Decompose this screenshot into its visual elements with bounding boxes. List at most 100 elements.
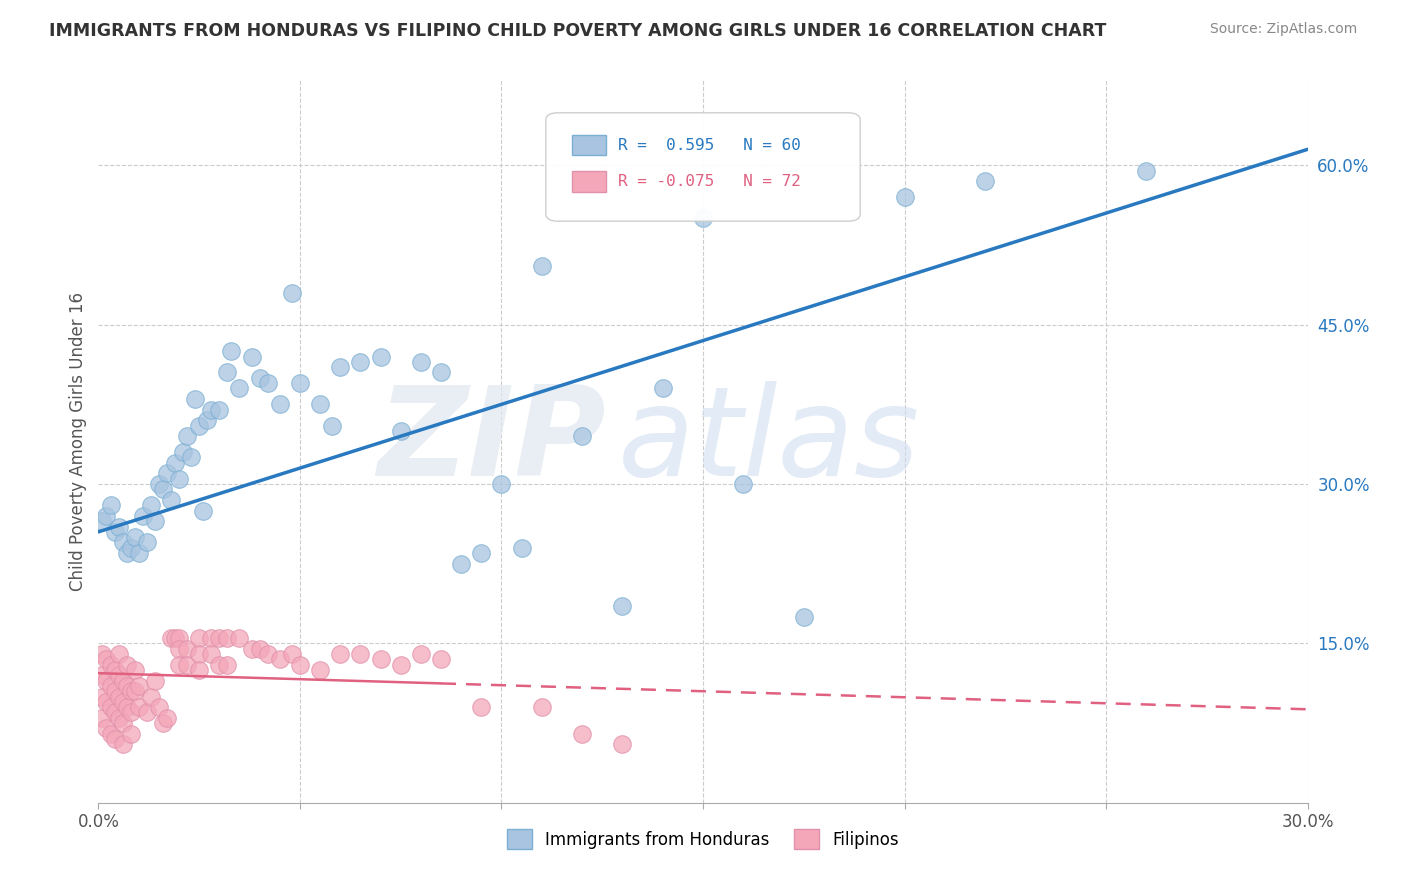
Text: R =  0.595   N = 60: R = 0.595 N = 60 — [619, 137, 801, 153]
Point — [120, 706, 142, 720]
Point — [107, 519, 129, 533]
Point — [167, 472, 190, 486]
Point — [160, 493, 183, 508]
Point — [167, 657, 190, 672]
Point — [309, 397, 332, 411]
Point — [240, 641, 263, 656]
FancyBboxPatch shape — [546, 112, 860, 221]
Point — [974, 174, 997, 188]
Point — [143, 673, 166, 688]
Point — [156, 467, 179, 481]
Point — [91, 690, 114, 704]
Text: R = -0.075   N = 72: R = -0.075 N = 72 — [619, 174, 801, 189]
Point — [128, 679, 150, 693]
Point — [195, 413, 218, 427]
Point — [571, 429, 593, 443]
Point — [288, 376, 311, 390]
Point — [128, 546, 150, 560]
Point — [100, 657, 122, 672]
Point — [188, 647, 211, 661]
Point — [96, 722, 118, 736]
Point — [256, 376, 278, 390]
Point — [793, 610, 815, 624]
Point — [115, 700, 138, 714]
Point — [651, 381, 673, 395]
Text: Source: ZipAtlas.com: Source: ZipAtlas.com — [1209, 22, 1357, 37]
Point — [249, 641, 271, 656]
Point — [193, 503, 215, 517]
Point — [152, 483, 174, 497]
Point — [167, 641, 190, 656]
Point — [188, 631, 211, 645]
Point — [491, 477, 513, 491]
Point — [188, 418, 211, 433]
Point — [111, 695, 134, 709]
Point — [329, 360, 352, 375]
Point — [510, 541, 533, 555]
Point — [148, 700, 170, 714]
Point — [409, 647, 432, 661]
Point — [309, 663, 332, 677]
FancyBboxPatch shape — [572, 171, 606, 192]
Point — [100, 498, 122, 512]
Point — [96, 673, 118, 688]
Point — [103, 663, 125, 677]
Point — [281, 285, 304, 300]
Point — [370, 652, 392, 666]
Point — [91, 711, 114, 725]
Point — [100, 679, 122, 693]
Point — [389, 424, 412, 438]
Point — [370, 350, 392, 364]
Point — [349, 355, 371, 369]
Point — [530, 259, 553, 273]
Point — [200, 631, 222, 645]
Point — [96, 508, 118, 523]
Point — [180, 450, 202, 465]
Point — [240, 350, 263, 364]
Point — [120, 684, 142, 698]
Point — [103, 524, 125, 539]
Point — [103, 732, 125, 747]
Point — [389, 657, 412, 672]
Point — [120, 727, 142, 741]
Point — [269, 397, 291, 411]
Point — [115, 657, 138, 672]
Point — [288, 657, 311, 672]
Text: atlas: atlas — [619, 381, 921, 502]
Point — [228, 381, 250, 395]
Point — [249, 371, 271, 385]
Point — [612, 737, 634, 751]
Point — [409, 355, 432, 369]
Point — [132, 508, 155, 523]
Point — [176, 657, 198, 672]
Point — [115, 546, 138, 560]
Point — [107, 711, 129, 725]
Point — [107, 647, 129, 661]
Point — [111, 716, 134, 731]
Point — [228, 631, 250, 645]
Point — [128, 700, 150, 714]
Point — [163, 456, 186, 470]
Point — [103, 684, 125, 698]
Point — [692, 211, 714, 226]
Point — [208, 657, 231, 672]
Point — [167, 631, 190, 645]
Point — [217, 631, 239, 645]
Point — [91, 514, 114, 528]
Point — [217, 366, 239, 380]
Point — [111, 673, 134, 688]
Legend: Immigrants from Honduras, Filipinos: Immigrants from Honduras, Filipinos — [501, 822, 905, 856]
Point — [470, 700, 492, 714]
Y-axis label: Child Poverty Among Girls Under 16: Child Poverty Among Girls Under 16 — [69, 292, 87, 591]
Point — [571, 727, 593, 741]
Point — [208, 402, 231, 417]
Point — [733, 477, 755, 491]
Point — [281, 647, 304, 661]
Point — [176, 641, 198, 656]
Point — [135, 535, 157, 549]
Point — [321, 418, 343, 433]
Point — [135, 706, 157, 720]
Point — [256, 647, 278, 661]
Point — [349, 647, 371, 661]
Point — [139, 690, 162, 704]
